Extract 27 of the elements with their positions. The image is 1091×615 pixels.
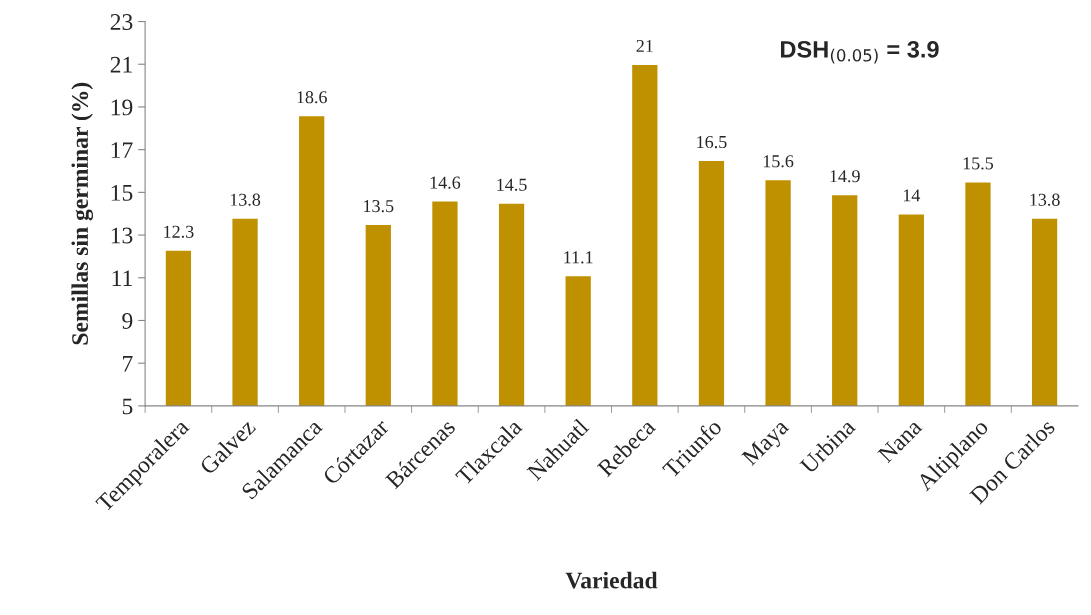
y-tick-label: 9 xyxy=(122,313,133,329)
data-label: 14 xyxy=(903,189,921,202)
data-label: 13.8 xyxy=(1030,193,1060,206)
data-label: 16.5 xyxy=(697,135,727,149)
y-tick-label: 23 xyxy=(110,14,133,30)
y-tick-label: 17 xyxy=(111,142,133,158)
y-tick-label: 11 xyxy=(112,270,132,286)
y-tick-label: 7 xyxy=(123,355,133,372)
annotation: DSH$_{(0.05)}$ = 3.9 xyxy=(780,40,939,64)
x-axis-title: Variedad xyxy=(565,571,658,589)
data-label: 11.1 xyxy=(564,251,593,264)
data-label: 14.9 xyxy=(830,170,860,183)
data-label: 13.5 xyxy=(364,200,394,213)
data-label: 13.8 xyxy=(230,193,261,206)
data-label: 21 xyxy=(636,39,653,52)
data-label: 12.3 xyxy=(164,225,194,238)
data-label: 15.6 xyxy=(763,155,794,168)
y-tick-label: 5 xyxy=(122,398,133,415)
data-label: 18.6 xyxy=(297,91,327,104)
y-tick-label: 19 xyxy=(111,99,133,116)
y-tick-label: 13 xyxy=(111,227,133,244)
data-label: 14.5 xyxy=(497,178,527,191)
data-label: 15.5 xyxy=(963,157,994,170)
y-axis-title: Semillas sin germinar (%) xyxy=(71,82,94,345)
data-label: 14.6 xyxy=(430,176,461,189)
y-tick-label: 21 xyxy=(110,56,132,73)
y-tick-label: 15 xyxy=(111,184,133,201)
